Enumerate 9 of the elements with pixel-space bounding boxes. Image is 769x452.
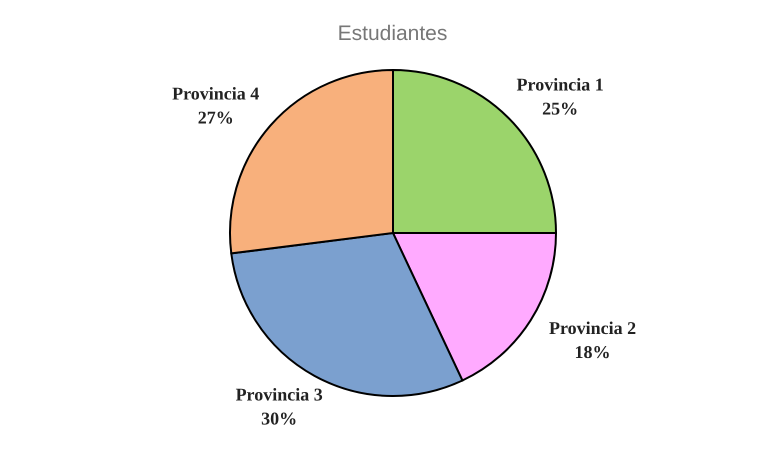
data-label: 18% [574,342,611,362]
data-label: 27% [198,108,234,128]
slice-label: Provincia 1 [516,74,604,95]
slice-label: Provincia 2 [548,318,636,338]
slice-label: Provincia 3 [236,384,323,404]
data-label: 30% [261,408,298,428]
slice-label: Provincia 4 [172,84,260,104]
chart-title: Estudiantes [338,22,448,45]
data-label: 25% [542,98,578,119]
